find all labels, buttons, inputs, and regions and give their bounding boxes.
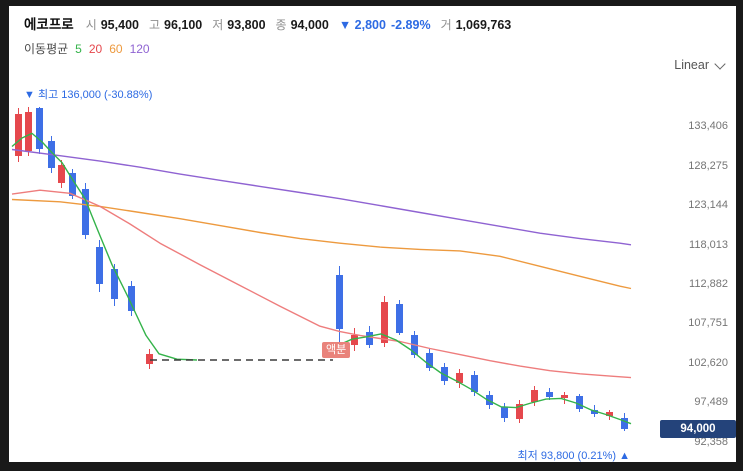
candle-body: [96, 247, 103, 284]
candle-body: [591, 409, 598, 415]
high-price: 고 96,100: [149, 16, 202, 33]
close-value: 94,000: [290, 18, 329, 32]
ma-legend-5: 5: [75, 42, 82, 56]
y-axis-tick: 118,013: [689, 238, 728, 251]
scale-select-label: Linear: [674, 58, 709, 72]
candle-body: [486, 394, 493, 406]
candle-body: [471, 375, 478, 393]
candle-body: [561, 394, 568, 399]
change-amount: ▼ 2,800: [338, 18, 386, 32]
candle-body: [426, 353, 433, 368]
candle-body: [111, 269, 118, 300]
price-chart[interactable]: 133,406 128,275 123,144 118,013 112,882 107,7…: [9, 6, 736, 462]
high-value: 96,100: [164, 18, 203, 32]
candle-body: [516, 403, 523, 420]
low-price: 저 93,800: [212, 16, 265, 33]
candle-body: [381, 301, 388, 344]
candle-body: [621, 418, 628, 430]
y-axis-tick: 133,406: [688, 120, 728, 133]
close-label: 종: [275, 18, 287, 32]
candle-body: [501, 406, 508, 419]
ma-legend-20: 20: [88, 42, 103, 56]
candle-body: [456, 373, 463, 384]
y-axis-tick: 112,882: [689, 278, 728, 291]
volume-value: 1,069,763: [455, 18, 512, 32]
candle-body: [396, 303, 403, 334]
split-badge: 액분: [322, 341, 351, 358]
ma-legend-60: 60: [109, 42, 123, 56]
chart-panel: 에코프로 시 95,400 고 96,100 저 93,800 종 94,000…: [9, 6, 736, 462]
price-change: ▼ 2,800 -2.89%: [339, 18, 431, 32]
candle-body: [411, 334, 418, 355]
current-price-badge: 94,000: [660, 420, 736, 439]
open-label: 시: [85, 18, 97, 32]
ma-legend-title: 이동평균: [24, 42, 69, 56]
candles-layer: [9, 6, 736, 462]
y-axis-tick: 97,489: [694, 396, 728, 409]
candle-body: [58, 164, 65, 184]
candle-body: [336, 275, 343, 330]
y-axis-tick: 128,275: [688, 159, 728, 172]
candle-body: [531, 389, 538, 403]
candle-body: [606, 412, 613, 417]
y-axis: 133,406 128,275 123,144 118,013 112,882 107,7…: [658, 6, 728, 462]
candle-body: [69, 173, 76, 196]
y-axis-tick: 92,358: [694, 435, 728, 448]
open-price: 시 95,400: [86, 16, 139, 33]
y-axis-tick: 107,751: [688, 317, 728, 330]
y-axis-tick: 102,620: [688, 356, 728, 369]
candle-body: [146, 353, 153, 364]
low-annotation: 최저 93,800 (0.21%) ▲: [517, 450, 630, 462]
candle-body: [366, 331, 373, 346]
candle-body: [48, 141, 55, 168]
stock-name: 에코프로: [24, 17, 74, 32]
y-axis-tick: 123,144: [688, 199, 728, 212]
open-value: 95,400: [100, 18, 139, 32]
candle-body: [82, 189, 89, 235]
candle-body: [351, 334, 358, 346]
high-annotation: ▼ 최고 136,000 (-30.88%): [24, 89, 153, 101]
volume: 거 1,069,763: [441, 16, 512, 33]
close-price: 종 94,000: [276, 16, 329, 33]
scale-select[interactable]: Linear: [674, 57, 726, 72]
candle-body: [36, 108, 43, 149]
low-value: 93,800: [227, 18, 266, 32]
ma-legend-120: 120: [129, 42, 150, 56]
change-percent: -2.89%: [390, 18, 431, 32]
candle-body: [25, 111, 32, 152]
high-label: 고: [148, 18, 161, 32]
candle-body: [441, 366, 448, 381]
low-label: 저: [212, 18, 224, 32]
volume-label: 거: [440, 18, 452, 32]
candle-body: [15, 114, 22, 157]
stock-summary-bar: 에코프로 시 95,400 고 96,100 저 93,800 종 94,000…: [24, 13, 511, 33]
candle-body: [546, 392, 553, 397]
candle-body: [128, 286, 135, 311]
ma-legend: 이동평균 5 20 60 120: [24, 40, 150, 57]
candle-body: [576, 396, 583, 410]
